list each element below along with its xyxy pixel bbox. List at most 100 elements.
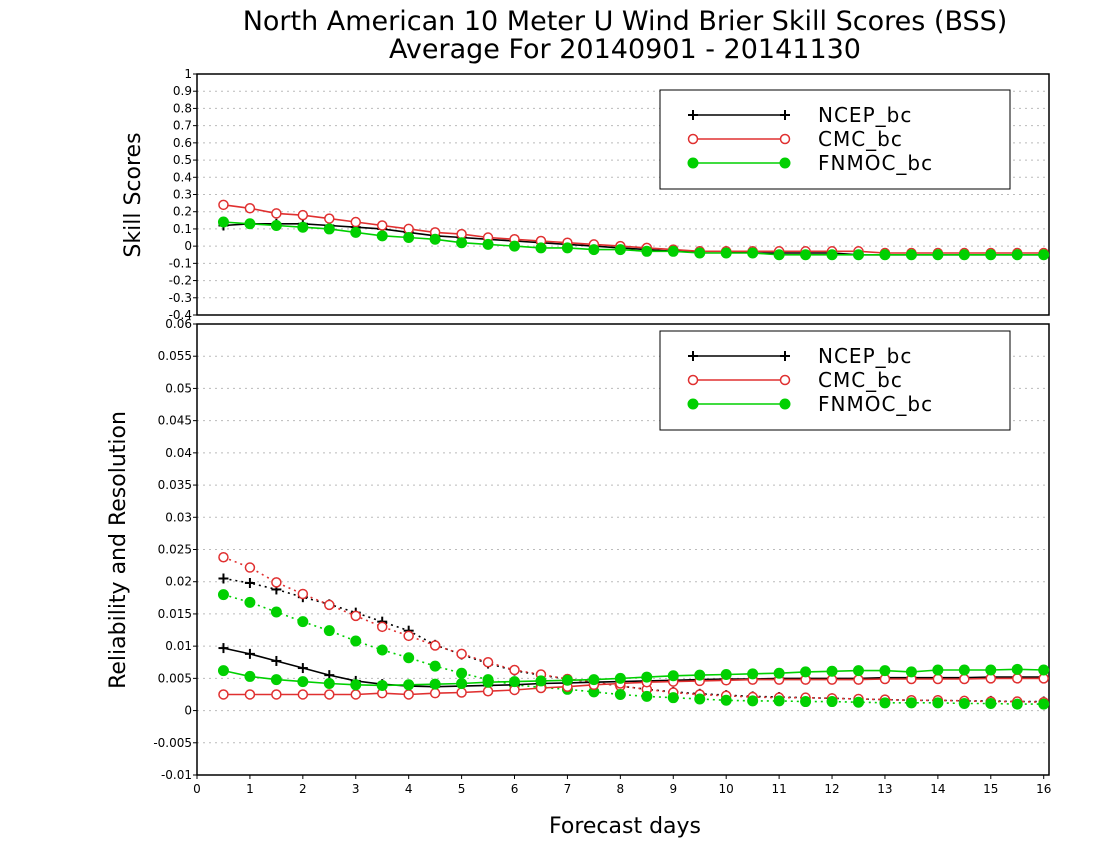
- data-point-fnmoc-bc: [244, 218, 256, 230]
- data-point-fnmoc-bc: [482, 238, 494, 250]
- y-tick-label: 0.6: [173, 136, 192, 150]
- x-tick-label: 13: [877, 782, 892, 796]
- data-point-fnmoc-bc-reliability: [456, 667, 468, 679]
- data-point-fnmoc-bc-resolution: [958, 664, 970, 676]
- data-point-cmc-bc: [218, 199, 229, 211]
- legend-label: NCEP_bc: [818, 103, 912, 127]
- y-axis-label-reliability-resolution: Reliability and Resolution: [106, 411, 131, 689]
- y-tick-label: 0.035: [158, 478, 192, 492]
- data-point-fnmoc-bc-resolution: [800, 666, 812, 678]
- data-point-fnmoc-bc-resolution: [429, 678, 441, 690]
- data-point-fnmoc-bc: [879, 249, 891, 261]
- legend-item-ncep-bc: NCEP_bc: [688, 344, 911, 368]
- y-tick-label: 0.8: [173, 101, 192, 115]
- data-point-fnmoc-bc-reliability: [905, 697, 917, 709]
- y-tick-label: -0.01: [161, 768, 192, 782]
- legend-label: CMC_bc: [818, 127, 903, 151]
- y-tick-label: 1: [184, 67, 192, 81]
- x-tick-label: 3: [352, 782, 360, 796]
- data-point-cmc-bc: [244, 203, 256, 214]
- data-point-cmc-bc: [297, 209, 309, 221]
- data-point-fnmoc-bc-resolution: [614, 672, 626, 684]
- y-tick-label: 0.045: [158, 414, 192, 428]
- data-point-cmc-bc-reliability: [456, 648, 467, 660]
- data-point-fnmoc-bc: [773, 249, 785, 261]
- data-point-fnmoc-bc-resolution: [694, 669, 706, 681]
- x-tick-label: 2: [299, 782, 307, 796]
- x-tick-label: 0: [193, 782, 201, 796]
- data-point-fnmoc-bc: [614, 244, 626, 256]
- legend-marker: [687, 374, 699, 386]
- y-tick-label: 0.7: [173, 119, 192, 133]
- data-point-cmc-bc-reliability: [218, 551, 229, 563]
- legend-label: FNMOC_bc: [818, 392, 933, 416]
- legend-label: FNMOC_bc: [818, 151, 933, 175]
- y-tick-label: 0.025: [158, 543, 192, 557]
- data-point-fnmoc-bc-reliability: [747, 695, 759, 707]
- data-point-fnmoc-bc: [641, 245, 653, 257]
- data-point-cmc-bc-resolution: [853, 674, 864, 685]
- data-point-fnmoc-bc-resolution: [217, 665, 229, 677]
- legend-item-cmc-bc: CMC_bc: [687, 368, 902, 392]
- data-point-fnmoc-bc-reliability: [297, 616, 309, 628]
- data-point-cmc-bc-reliability: [297, 588, 309, 600]
- data-point-fnmoc-bc: [350, 226, 362, 238]
- y-tick-label: 0: [184, 704, 192, 718]
- data-point-fnmoc-bc-resolution: [482, 676, 494, 688]
- data-point-fnmoc-bc: [800, 249, 812, 261]
- data-point-cmc-bc-resolution: [271, 689, 282, 700]
- data-point-fnmoc-bc-reliability: [667, 692, 679, 704]
- legend-marker: [687, 133, 699, 145]
- data-point-fnmoc-bc-resolution: [879, 665, 891, 677]
- data-point-fnmoc-bc-reliability: [720, 694, 732, 706]
- data-point-fnmoc-bc: [588, 244, 600, 256]
- data-point-fnmoc-bc: [323, 223, 335, 235]
- legend-marker: [779, 133, 791, 145]
- data-point-fnmoc-bc-resolution: [667, 670, 679, 682]
- data-point-fnmoc-bc-resolution: [641, 671, 653, 683]
- data-point-ncep-bc-resolution: [297, 663, 308, 674]
- data-point-cmc-bc-resolution: [429, 687, 441, 699]
- data-point-cmc-bc-reliability: [429, 640, 441, 651]
- x-tick-label: 8: [617, 782, 625, 796]
- y-tick-label: 0.9: [173, 84, 192, 98]
- data-point-fnmoc-bc-reliability: [614, 688, 626, 700]
- x-tick-label: 16: [1036, 782, 1051, 796]
- data-point-fnmoc-bc-reliability: [429, 660, 441, 672]
- data-point-fnmoc-bc: [376, 230, 388, 242]
- y-tick-label: 0.015: [158, 607, 192, 621]
- legend-marker: [780, 110, 790, 120]
- data-point-fnmoc-bc: [747, 247, 759, 259]
- data-point-fnmoc-bc: [905, 249, 917, 261]
- data-point-fnmoc-bc-reliability: [323, 625, 335, 637]
- x-tick-label: 9: [669, 782, 677, 796]
- data-point-cmc-bc-resolution: [482, 685, 494, 697]
- data-point-fnmoc-bc-resolution: [747, 668, 759, 680]
- legend-item-ncep-bc: NCEP_bc: [688, 103, 912, 127]
- data-point-fnmoc-bc-resolution: [932, 664, 944, 676]
- x-tick-label: 1: [246, 782, 254, 796]
- data-point-fnmoc-bc-reliability: [376, 644, 388, 656]
- data-point-fnmoc-bc-reliability: [270, 606, 282, 618]
- data-point-cmc-bc-resolution: [456, 687, 467, 698]
- data-point-fnmoc-bc-reliability: [958, 697, 970, 709]
- series-line-ncep-bc-resolution: [223, 647, 1044, 688]
- y-tick-label: 0.3: [173, 188, 192, 202]
- data-point-fnmoc-bc: [852, 249, 864, 261]
- reliability-resolution-panel: -0.01 -0.005 0 0.005 0.01 0.015 0.02 0.025 0.03 0…: [153, 317, 1051, 796]
- data-point-cmc-bc-reliability: [376, 621, 388, 633]
- data-point-fnmoc-bc: [456, 237, 468, 249]
- data-point-fnmoc-bc: [694, 247, 706, 259]
- x-tick-label: 14: [930, 782, 945, 796]
- series-fnmoc-bc: [217, 216, 1050, 261]
- data-point-fnmoc-bc-reliability: [985, 697, 997, 709]
- data-point-fnmoc-bc: [297, 221, 309, 233]
- data-point-fnmoc-bc-resolution: [350, 679, 362, 691]
- data-point-fnmoc-bc-reliability: [800, 696, 812, 708]
- data-point-fnmoc-bc-resolution: [456, 678, 468, 690]
- data-point-fnmoc-bc-reliability: [694, 693, 706, 705]
- data-point-fnmoc-bc-reliability: [350, 635, 362, 647]
- y-tick-label: 0.04: [165, 446, 192, 460]
- legend-marker: [688, 351, 698, 361]
- data-point-fnmoc-bc: [429, 233, 441, 245]
